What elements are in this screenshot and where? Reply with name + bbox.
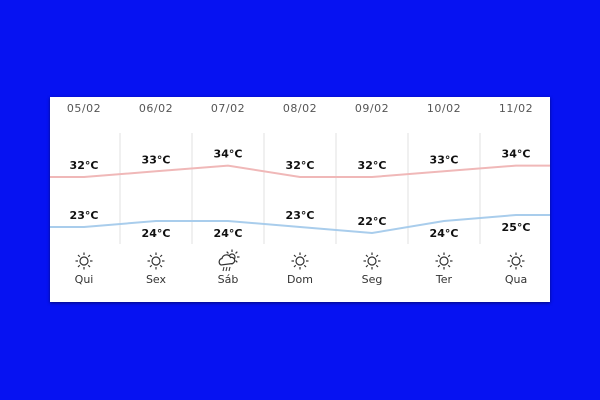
low-temperature-label: 24°C bbox=[430, 227, 459, 240]
weekday-label: Dom bbox=[287, 273, 313, 286]
sun-icon bbox=[147, 252, 165, 270]
date-label: 09/02 bbox=[355, 102, 389, 115]
high-temperature-label: 34°C bbox=[502, 148, 531, 161]
low-temperature-label: 22°C bbox=[358, 215, 387, 228]
date-label: 07/02 bbox=[211, 102, 245, 115]
weekday-label: Qui bbox=[75, 273, 94, 286]
low-temperature-label: 23°C bbox=[286, 209, 315, 222]
high-temperature-label: 34°C bbox=[214, 148, 243, 161]
low-temperature-label: 24°C bbox=[142, 227, 171, 240]
high-temperature-label: 32°C bbox=[286, 159, 315, 172]
sun-icon bbox=[435, 252, 453, 270]
weekday-label: Seg bbox=[362, 273, 383, 286]
date-label: 06/02 bbox=[139, 102, 173, 115]
date-label: 10/02 bbox=[427, 102, 461, 115]
weather-forecast-card: 05/02 32°C 23°C Qui 06/02 33°C 24°C Sex 07/02 34°… bbox=[50, 97, 550, 302]
sun-icon bbox=[75, 252, 93, 270]
high-temperature-label: 33°C bbox=[142, 153, 171, 166]
date-label: 11/02 bbox=[499, 102, 533, 115]
sun-icon bbox=[507, 252, 525, 270]
high-temperature-line bbox=[50, 164, 550, 178]
low-temperature-label: 23°C bbox=[70, 209, 99, 222]
temperature-chart: 05/02 32°C 23°C Qui 06/02 33°C 24°C Sex 07/02 34°… bbox=[50, 102, 550, 286]
high-temperature-label: 32°C bbox=[70, 159, 99, 172]
low-temperature-label: 25°C bbox=[502, 221, 531, 234]
date-label: 05/02 bbox=[67, 102, 101, 115]
weekday-label: Sáb bbox=[218, 273, 239, 286]
weekday-label: Ter bbox=[435, 273, 453, 286]
high-temperature-label: 33°C bbox=[430, 153, 459, 166]
sun-rain-cloud-icon bbox=[218, 249, 240, 272]
weekday-label: Qua bbox=[505, 273, 527, 286]
high-temperature-label: 32°C bbox=[358, 159, 387, 172]
low-temperature-label: 24°C bbox=[214, 227, 243, 240]
date-label: 08/02 bbox=[283, 102, 317, 115]
weekday-label: Sex bbox=[146, 273, 167, 286]
sun-icon bbox=[363, 252, 381, 270]
low-temperature-line bbox=[50, 214, 550, 235]
sun-icon bbox=[291, 252, 309, 270]
